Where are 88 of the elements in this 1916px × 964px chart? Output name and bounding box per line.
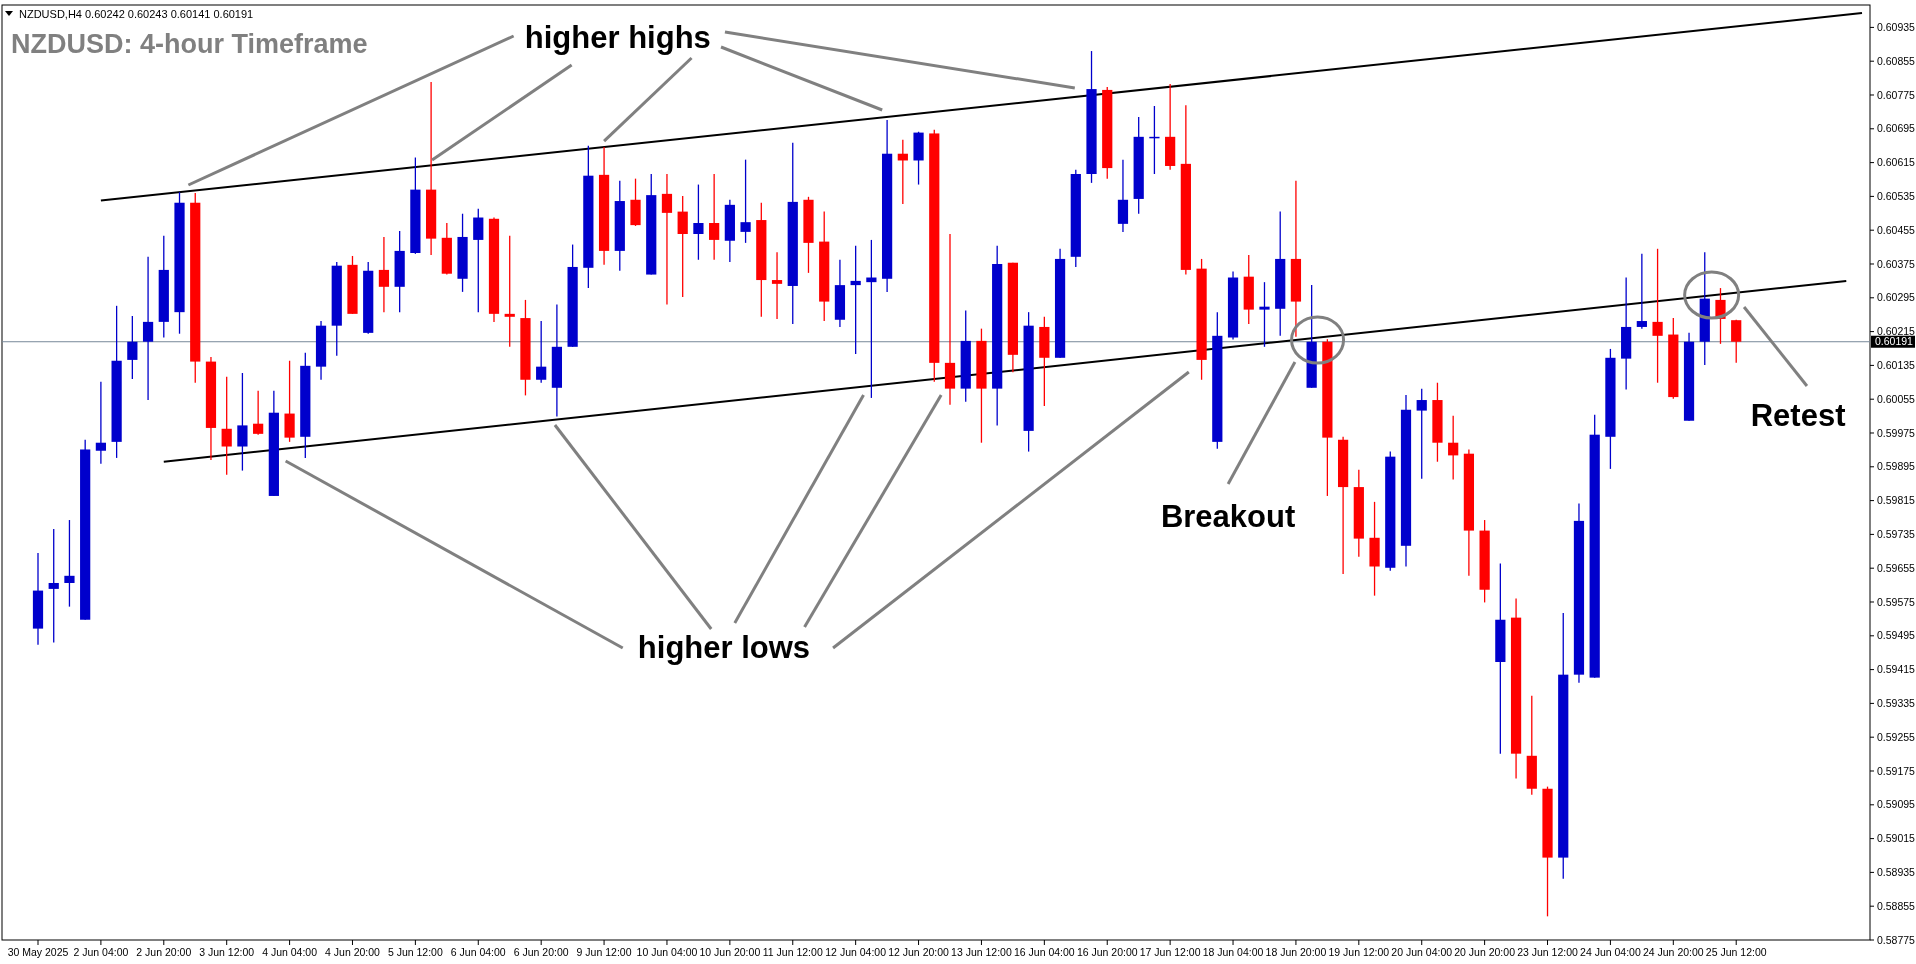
x-tick-label: 4 Jun 04:00 xyxy=(262,946,318,958)
x-tick-label: 10 Jun 20:00 xyxy=(699,946,761,958)
x-tick-label: 20 Jun 04:00 xyxy=(1391,946,1453,958)
annotation: Retest xyxy=(1750,398,1846,433)
x-tick-label: 30 May 2025 xyxy=(7,946,69,958)
candlestick xyxy=(1448,415,1459,481)
y-tick-label: 0.60935 xyxy=(1877,21,1916,34)
y-tick-label: 0.59735 xyxy=(1877,528,1916,541)
candlestick xyxy=(504,235,515,348)
y-tick-label: 0.60375 xyxy=(1877,257,1916,270)
x-tick-label: 11 Jun 12:00 xyxy=(762,946,823,958)
candlestick xyxy=(48,528,59,644)
candlestick xyxy=(1259,281,1270,348)
x-tick-label: 3 Jun 12:00 xyxy=(199,946,255,958)
annotation: higher lows xyxy=(637,630,811,665)
candlestick xyxy=(693,183,704,261)
x-tick-label: 25 Jun 12:00 xyxy=(1705,946,1767,958)
candlestick xyxy=(253,390,264,436)
x-tick-label: 10 Jun 04:00 xyxy=(636,946,698,958)
text: NZDUSD: 4-hour Timeframe xyxy=(11,29,368,59)
x-tick-label: 13 Jun 12:00 xyxy=(951,946,1012,958)
candlestick xyxy=(473,208,484,313)
candlestick xyxy=(677,195,688,298)
candlestick xyxy=(1731,319,1742,364)
x-tick-label: 20 Jun 20:00 xyxy=(1454,946,1516,958)
candlestick xyxy=(95,381,107,465)
y-tick-label: 0.58775 xyxy=(1877,933,1916,946)
y-tick-label: 0.59335 xyxy=(1877,697,1916,710)
y-tick-label: 0.59655 xyxy=(1877,561,1916,574)
x-tick-label: 5 Jun 12:00 xyxy=(387,946,443,958)
x-tick-label: 18 Jun 04:00 xyxy=(1202,946,1264,958)
candlestick xyxy=(64,519,75,608)
candlestick xyxy=(1636,253,1647,330)
y-tick-label: 0.59495 xyxy=(1877,629,1916,642)
candlestick xyxy=(536,320,547,384)
x-tick-label: 24 Jun 20:00 xyxy=(1642,946,1704,958)
x-tick-label: 2 Jun 20:00 xyxy=(136,946,192,958)
candlestick xyxy=(378,236,390,313)
x-tick-label: 9 Jun 12:00 xyxy=(576,946,632,958)
candlestick xyxy=(850,245,861,355)
y-tick-label: 0.60775 xyxy=(1877,88,1916,101)
y-tick-label: 0.59975 xyxy=(1877,426,1916,439)
x-tick-label: 23 Jun 12:00 xyxy=(1517,946,1579,958)
y-tick-label: 0.60295 xyxy=(1877,291,1916,304)
y-tick-label: 0.60455 xyxy=(1877,223,1916,236)
x-tick-label: 17 Jun 12:00 xyxy=(1139,946,1201,958)
y-tick-label: 0.60135 xyxy=(1877,359,1916,372)
x-tick-label: 6 Jun 04:00 xyxy=(450,946,506,958)
candlestick xyxy=(709,173,720,261)
candlestick xyxy=(1416,387,1427,480)
y-tick-label: 0.59415 xyxy=(1877,663,1916,676)
annotation: NZDUSD,H4 0.60242 0.60243 0.60141 0.60191 xyxy=(19,8,254,20)
x-tick-label: 4 Jun 20:00 xyxy=(325,946,381,958)
x-tick-label: 18 Jun 20:00 xyxy=(1265,946,1327,958)
candlestick xyxy=(237,372,248,472)
x-tick-label: 12 Jun 04:00 xyxy=(825,946,887,958)
y-tick-label: 0.60855 xyxy=(1877,54,1916,67)
annotation: higher highs xyxy=(524,20,711,55)
x-tick-label: 16 Jun 20:00 xyxy=(1076,946,1138,958)
candlestick xyxy=(661,173,673,306)
y-tick-label: 0.59175 xyxy=(1877,764,1916,777)
y-tick-label: 0.60215 xyxy=(1877,325,1916,338)
x-tick-label: 2 Jun 04:00 xyxy=(73,946,129,958)
x-tick-label: 19 Jun 12:00 xyxy=(1328,946,1390,958)
y-tick-label: 0.60055 xyxy=(1877,392,1916,405)
candlestick xyxy=(221,376,232,476)
candlestick xyxy=(740,158,751,244)
candlestick xyxy=(142,256,154,401)
ref-line-label: 0.60191 xyxy=(1875,335,1914,348)
y-tick-label: 0.59815 xyxy=(1877,494,1916,507)
x-tick-label: 24 Jun 04:00 xyxy=(1580,946,1641,958)
y-tick-label: 0.59015 xyxy=(1877,832,1916,845)
y-tick-label: 0.58855 xyxy=(1877,899,1916,912)
y-tick-label: 0.58935 xyxy=(1877,866,1916,879)
y-tick-label: 0.60615 xyxy=(1877,156,1916,169)
y-tick-label: 0.59895 xyxy=(1877,460,1916,473)
x-tick-label: 6 Jun 20:00 xyxy=(513,946,569,958)
x-tick-label: 16 Jun 04:00 xyxy=(1013,946,1075,958)
y-tick-label: 0.59255 xyxy=(1877,730,1916,743)
y-tick-label: 0.60695 xyxy=(1877,122,1916,135)
x-tick-label: 12 Jun 20:00 xyxy=(888,946,950,958)
candlestick xyxy=(771,251,783,320)
y-tick-label: 0.60535 xyxy=(1877,190,1916,203)
y-tick-label: 0.59575 xyxy=(1877,595,1916,608)
candlestick xyxy=(127,315,138,380)
annotation: Breakout xyxy=(1160,499,1296,534)
y-tick-label: 0.59095 xyxy=(1877,798,1916,811)
candlestick xyxy=(1652,248,1663,384)
